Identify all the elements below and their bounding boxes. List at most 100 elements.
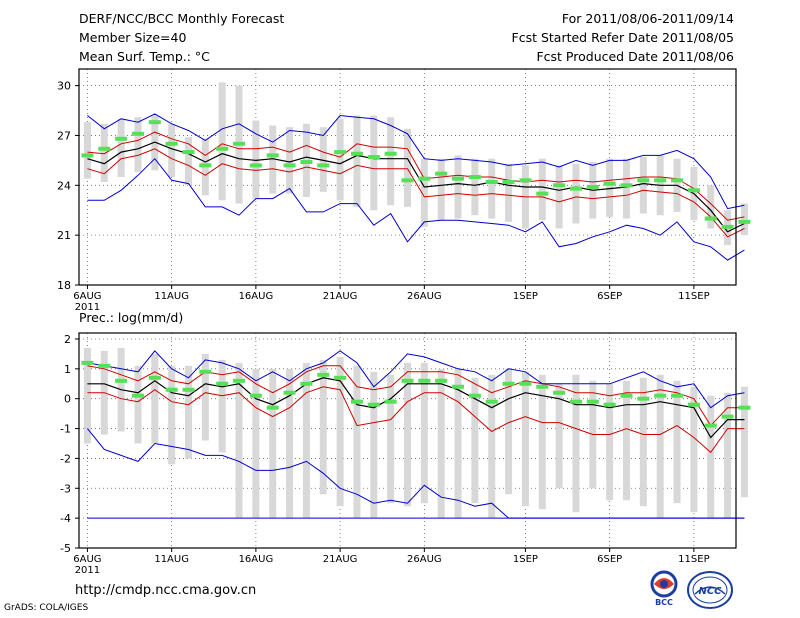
temp-spread-box [218,82,226,201]
prec-spread-box [606,383,614,501]
prec-spread-box [471,377,479,504]
temp-median-mark [98,146,111,151]
prec-ytick-label: 1 [64,363,71,376]
prec-median-mark [334,375,347,380]
temp-spread-box [353,115,361,207]
prec-median-mark [98,363,111,368]
temp-median-mark [502,179,515,184]
prec-median-mark [384,399,397,404]
temp-spread-box [707,185,715,229]
prec-spread-box [353,365,361,519]
prec-median-mark [233,378,246,383]
prec-spread-box [185,365,192,459]
temp-spread-box [269,125,277,194]
prec-ytick-label: -4 [60,512,71,525]
temp-median-mark [367,155,380,160]
prec-line-upper-outer [87,350,745,409]
temp-median-mark [81,153,94,158]
prec-spread-box [437,368,445,519]
temp-median-mark [283,163,296,168]
prec-spread-box [555,383,563,489]
prec-median-mark [569,399,582,404]
prec-xtick-label: 1SEP [513,554,538,565]
bcc-logo: BCC [650,570,678,607]
temp-spread-box [151,115,159,171]
prec-line-ensemble-mean [87,377,745,439]
prec-spread-box [639,377,647,507]
temp-spread-box [606,158,614,217]
prec-ytick-label: 0 [64,393,71,406]
prec-spread-box [404,362,411,507]
temp-line-upper-outer [87,113,745,210]
prec-spread-box [387,374,395,504]
temp-median-mark [620,183,633,188]
grads-credit: GrADS: COLA/IGES [4,603,89,613]
prec-spread-box [673,380,681,504]
temp-median-mark [300,160,313,165]
prec-median-mark [131,393,144,398]
prec-median-mark [553,390,566,395]
temp-spread-box [623,158,630,219]
temp-line-upper-inner [87,131,745,221]
start-refer-date: Fcst Started Refer Date 2011/08/05 [511,30,735,45]
prec-spread-box [201,353,209,441]
temp-spread-box [83,122,91,179]
prec-spread-box [134,365,142,444]
temp-ytick-label: 21 [57,229,71,242]
temp-median-mark [266,153,279,158]
prec-spread-box [707,395,715,519]
prec-spread-box [505,368,513,495]
prec-spread-box [83,347,91,444]
temp-spread-box [168,123,176,177]
prec-ytick-label: -3 [60,482,71,495]
prec-line-upper-inner [87,365,745,427]
temp-median-mark [603,181,616,186]
temp-median-mark [671,178,684,183]
prec-median-mark [468,393,481,398]
prec-median-mark [418,378,431,383]
source-url[interactable]: http://cmdp.ncc.cma.gov.cn [75,583,257,598]
temp-spread-box [387,117,395,206]
temp-median-mark [148,120,161,125]
temp-spread-box [555,165,563,229]
variable-label: Mean Surf. Temp.: °C [79,49,210,64]
temp-spread-box [185,137,192,186]
temp-median-mark [165,141,178,146]
member-size: Member Size=40 [79,30,187,45]
temp-year-label: 2011 [75,302,100,313]
prec-ytick-label: 2 [64,333,71,346]
temp-spread-box [572,163,580,224]
prec-xtick-label: 11AUG [154,554,189,565]
prec-spread-box [218,359,226,453]
temp-median-mark [401,178,414,183]
prec-median-mark [721,414,734,419]
prec-median-mark [199,369,212,374]
prec-spread-box [302,362,310,519]
prec-spread-box [168,365,176,465]
prec-xtick-label: 6SEP [597,554,622,565]
precip-label: Prec.: log(mm/d) [79,310,183,325]
temp-spread-box [488,158,496,219]
temp-spread-box [134,117,142,173]
prec-median-mark [249,393,262,398]
prec-spread-box [319,359,327,495]
temp-xtick-label: 21AUG [323,291,358,302]
temp-spread-box [336,118,344,201]
prec-median-mark [452,384,465,389]
prec-xtick-label: 21AUG [323,554,358,565]
prec-median-mark [115,378,128,383]
temp-line-lower-inner [87,148,745,238]
prec-median-mark [654,393,667,398]
temp-median-mark [334,150,347,155]
temp-median-mark [249,163,262,168]
temp-median-mark [199,163,212,168]
temp-spread-box [370,115,378,211]
temp-median-mark [519,178,532,183]
prec-ytick-label: -1 [60,423,71,436]
prec-median-mark [283,390,296,395]
prec-median-mark [435,378,448,383]
prec-spread-box [656,374,664,519]
prec-median-mark [401,378,414,383]
prec-spread-box [286,368,294,519]
prec-spread-box [269,368,277,519]
